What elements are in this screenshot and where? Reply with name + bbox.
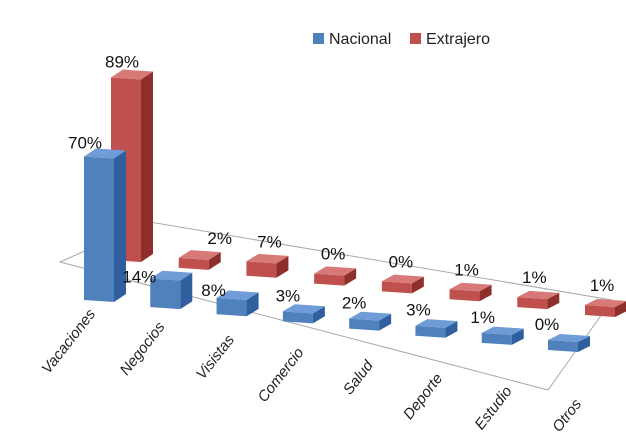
data-label-extrajero-salud: 0% [389, 252, 414, 271]
bar-extrajero-deporte-side [479, 284, 492, 302]
bar-extrajero-negocios-front [178, 257, 209, 270]
bar-nacional-comercio [282, 304, 325, 324]
data-label-nacional-visistas: 8% [201, 281, 226, 300]
bar-extrajero-estudio-front [517, 297, 548, 310]
bar-extrajero-comercio-front [314, 273, 345, 286]
bar-nacional-vacaciones-side [114, 150, 126, 302]
bar-nacional-otros-top [548, 334, 590, 342]
data-label-nacional-deporte: 3% [406, 301, 431, 320]
data-label-nacional-vacaciones: 70% [68, 134, 102, 153]
bar-nacional-negocios-side [180, 272, 193, 310]
bar-nacional-estudio [481, 326, 524, 345]
data-label-nacional-otros: 0% [535, 315, 560, 334]
data-labels-layer: 89% 2% 7% 0% 0% 1% 1% 1% 70% 14% 8% 3% 2% 3% 1% 0% [68, 53, 614, 334]
bar-nacional-comercio-side [312, 306, 325, 324]
bar-extrajero-visistas-top [246, 253, 289, 264]
bar-extrajero-negocios-top [178, 250, 221, 260]
bar-nacional-vacaciones-front [84, 156, 114, 302]
data-label-nacional-estudio: 1% [470, 308, 495, 327]
bar-extrajero-estudio-side [547, 292, 560, 310]
bar-extrajero-salud-front [381, 281, 412, 294]
data-label-extrajero-negocios: 2% [207, 229, 232, 248]
bar-extrajero-otros-top [585, 299, 626, 307]
bar-extrajero-vacaciones-side [141, 71, 153, 262]
bar-extrajero-deporte [449, 282, 492, 302]
bar-nacional-negocios-front [150, 278, 181, 310]
category-label-salud: Salud [340, 357, 377, 398]
bar-extrajero-otros-front [585, 305, 615, 317]
bar-extrajero-salud [381, 274, 424, 294]
bar-nacional-salud-front [349, 318, 380, 331]
bar-nacional-deporte [415, 319, 458, 338]
bar-nacional-negocios [150, 270, 193, 310]
category-label-otros: Otros [549, 396, 585, 436]
bar-nacional-salud-top [349, 311, 392, 321]
bar-extrajero-otros [585, 299, 626, 317]
bar-nacional-negocios-top [150, 270, 193, 281]
category-label-visistas: Visistas [193, 331, 238, 382]
bar-extrajero-comercio-side [344, 268, 357, 286]
legend: Nacional Extrajero [313, 31, 490, 48]
bar-nacional-deporte-top [415, 319, 458, 328]
data-label-extrajero-otros: 1% [590, 276, 615, 295]
bar-nacional-otros-front [548, 340, 578, 352]
bar-nacional-salud-side [379, 313, 392, 331]
category-label-vacaciones: Vacaciones [38, 306, 99, 378]
bar-extrajero-negocios [178, 250, 221, 270]
legend-swatch-extrajero [410, 33, 421, 44]
bar-nacional-deporte-side [445, 321, 458, 338]
bar-nacional-comercio-front [282, 311, 313, 324]
bar-extrajero-visistas-side [276, 255, 289, 278]
bar-extrajero-estudio-top [517, 290, 560, 300]
legend-label-nacional: Nacional [329, 31, 391, 48]
bar-nacional-estudio-top [481, 326, 524, 335]
category-label-negocios: Negocios [117, 318, 169, 378]
bar-extrajero-deporte-top [449, 282, 492, 292]
bar-nacional-salud [349, 311, 392, 331]
category-label-comercio: Comercio [255, 345, 308, 406]
data-label-extrajero-visistas: 7% [257, 232, 282, 251]
bar-nacional-visistas [216, 290, 259, 317]
data-label-extrajero-deporte: 1% [454, 260, 479, 279]
bar-nacional-otros [548, 334, 590, 352]
bar-nacional-visistas-top [216, 290, 259, 300]
data-label-nacional-negocios: 14% [122, 267, 156, 286]
data-label-nacional-salud: 2% [342, 294, 367, 313]
category-label-estudio: Estudio [472, 383, 516, 433]
legend-label-extrajero: Extrajero [426, 31, 490, 48]
bar-nacional-vacaciones [84, 148, 126, 302]
data-label-extrajero-vacaciones: 89% [105, 53, 139, 72]
bar-nacional-otros-side [578, 336, 590, 352]
bar-nacional-vacaciones-top [84, 148, 126, 159]
bar-nacional-visistas-front [216, 297, 247, 317]
bar-nacional-deporte-front [415, 325, 446, 338]
bar-nacional-visistas-side [246, 292, 259, 317]
bar-extrajero-salud-top [381, 274, 424, 284]
bar-extrajero-estudio [517, 290, 560, 310]
category-label-deporte: Deporte [400, 370, 446, 423]
bar-extrajero-otros-side [615, 301, 626, 317]
bar-nacional-comercio-top [282, 304, 325, 314]
bar-extrajero-salud-side [411, 276, 424, 294]
data-label-nacional-comercio: 3% [276, 286, 301, 305]
bar-nacional-estudio-side [511, 328, 524, 345]
bar-extrajero-deporte-front [449, 289, 480, 302]
legend-swatch-nacional [313, 33, 324, 44]
data-label-extrajero-estudio: 1% [522, 268, 547, 287]
bar-extrajero-negocios-side [208, 252, 221, 270]
bar-extrajero-vacaciones-top [111, 69, 153, 80]
bar-extrajero-visistas-front [246, 261, 277, 278]
bar-extrajero-comercio [314, 266, 357, 286]
bar-nacional-estudio-front [481, 332, 512, 345]
bar-extrajero-visistas [246, 253, 289, 278]
chart-bars-layer [84, 69, 626, 352]
bar-extrajero-comercio-top [314, 266, 357, 276]
data-label-extrajero-comercio: 0% [321, 245, 346, 264]
